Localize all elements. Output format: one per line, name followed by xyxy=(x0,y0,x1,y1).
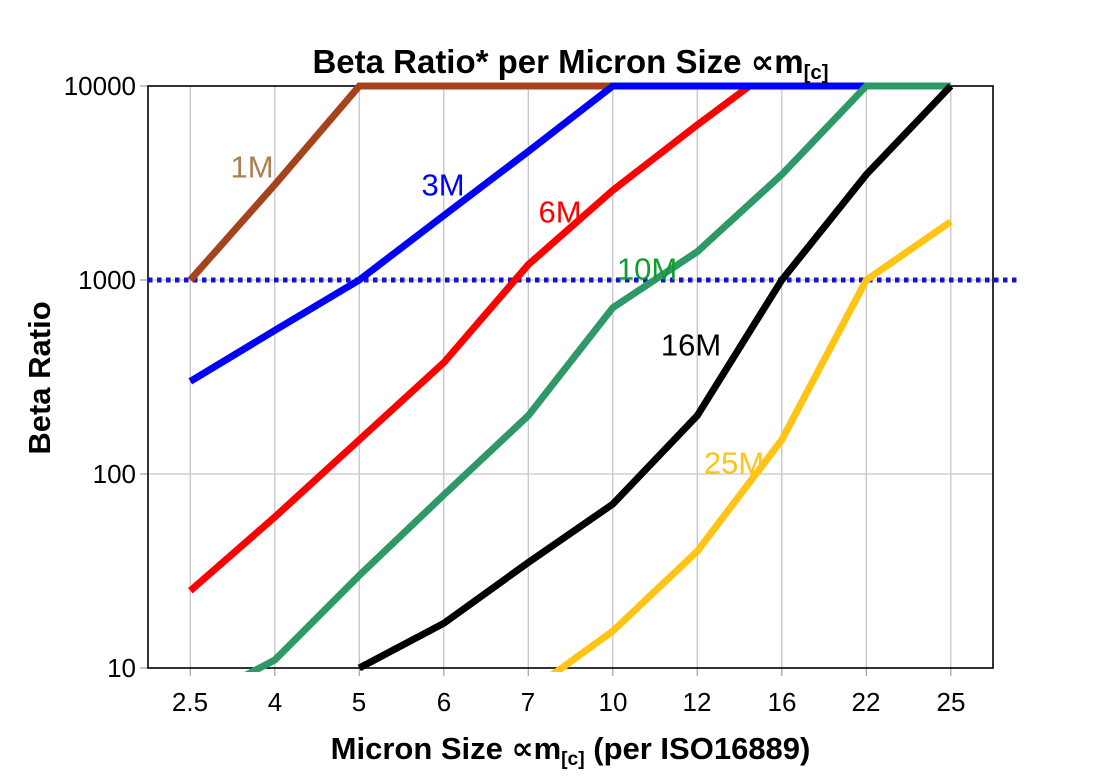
x-tick-label-16: 16 xyxy=(767,687,797,717)
y-tick-label-10000: 10000 xyxy=(63,71,136,101)
series-line-6m xyxy=(187,82,761,594)
chart-title-text: Beta Ratio* per Micron Size xyxy=(312,43,742,80)
x-tick-label-7: 7 xyxy=(520,687,536,717)
x-tick-label-10: 10 xyxy=(598,687,628,717)
series-label-16m: 16M xyxy=(660,327,722,363)
x-tick-label-22: 22 xyxy=(851,687,881,717)
series-line-25m xyxy=(550,218,953,672)
y-tick-label-1000: 1000 xyxy=(78,265,136,295)
y-tick-label-100: 100 xyxy=(92,459,136,489)
chart-title: Beta Ratio* per Micron Size ∝m[c] xyxy=(148,42,993,85)
x-tick-label-25: 25 xyxy=(936,687,966,717)
x-axis-title: Micron Size ∝m[c] (per ISO16889) xyxy=(148,731,993,771)
x-tick-label-2.5: 2.5 xyxy=(171,687,209,717)
x-tick-label-4: 4 xyxy=(267,687,283,717)
x-axis-title-pre: Micron Size ∝m xyxy=(330,731,562,766)
series-label-6m: 6M xyxy=(538,194,582,230)
x-tick-label-12: 12 xyxy=(682,687,712,717)
y-axis-title: Beta Ratio xyxy=(22,301,57,455)
chart-title-subscript: [c] xyxy=(803,61,829,85)
y-tick-label-10: 10 xyxy=(107,653,136,683)
series-line-16m xyxy=(357,83,954,672)
chart-title-symbol: ∝m xyxy=(741,43,804,80)
series-label-3m: 3M xyxy=(421,167,465,203)
x-tick-label-5: 5 xyxy=(351,687,367,717)
series-label-1m: 1M xyxy=(230,149,274,185)
series-line-10m xyxy=(244,82,951,672)
x-axis-title-subscript: [c] xyxy=(561,748,585,770)
series-line-3m xyxy=(188,82,867,385)
x-tick-label-6: 6 xyxy=(436,687,452,717)
x-axis-title-post: (per ISO16889) xyxy=(584,731,811,766)
series-label-10m: 10M xyxy=(616,251,678,287)
series-line-1m xyxy=(187,82,613,283)
series-label-25m: 25M xyxy=(703,445,765,481)
